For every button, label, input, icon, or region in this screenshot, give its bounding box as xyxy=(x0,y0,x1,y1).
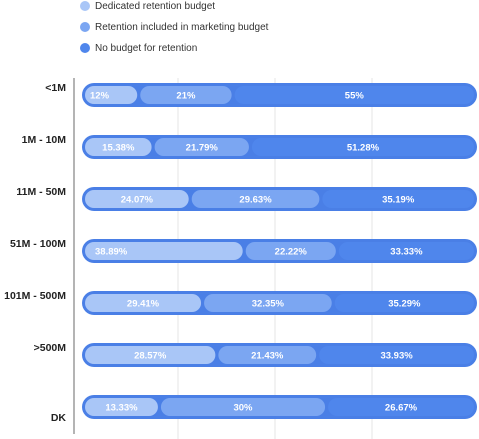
bar-segment xyxy=(234,86,474,104)
data-label: 22.22% xyxy=(275,247,308,258)
bar-segment xyxy=(251,138,474,156)
data-label: 35.29% xyxy=(388,299,421,310)
category-label: 1M - 10M xyxy=(22,134,67,146)
data-label: 24.07% xyxy=(121,195,154,206)
data-label: 21.43% xyxy=(251,351,284,362)
legend-label: Retention included in marketing budget xyxy=(95,22,269,33)
data-label: 21.79% xyxy=(186,143,219,154)
data-label: 35.19% xyxy=(382,195,415,206)
data-label: 32.35% xyxy=(252,299,285,310)
category-label: >500M xyxy=(34,342,67,354)
bar-segment xyxy=(191,190,320,208)
bar-segment xyxy=(338,242,474,260)
legend-item: No budget for retention xyxy=(80,42,268,63)
bar-segment xyxy=(218,346,317,364)
bar-segment xyxy=(85,138,152,156)
category-label: 11M - 50M xyxy=(16,186,66,198)
legend-swatch xyxy=(80,1,90,11)
bar-segment xyxy=(85,190,189,208)
data-label: 33.93% xyxy=(380,351,413,362)
data-label: 29.41% xyxy=(127,299,160,310)
bar-segment xyxy=(319,346,474,364)
data-label: 21% xyxy=(176,91,196,102)
data-label: 28.57% xyxy=(134,351,167,362)
bar-segment xyxy=(328,398,474,416)
bar-segment xyxy=(204,294,332,312)
bar-segment xyxy=(140,86,232,104)
bar-segment xyxy=(160,398,326,416)
bar-segment xyxy=(334,294,474,312)
bar-segment xyxy=(245,242,336,260)
bar-segment xyxy=(322,190,474,208)
category-label: DK xyxy=(51,412,67,424)
bar-segment xyxy=(85,398,158,416)
data-label: 26.67% xyxy=(385,403,418,414)
data-label: 13.33% xyxy=(105,403,138,414)
category-label: 101M - 500M xyxy=(4,290,66,302)
bar-segment xyxy=(85,86,138,104)
data-label: 29.63% xyxy=(239,195,272,206)
data-label: 30% xyxy=(233,403,253,414)
legend-label: Dedicated retention budget xyxy=(95,1,216,12)
data-label: 38.89% xyxy=(95,247,128,258)
legend-item: Retention included in marketing budget xyxy=(80,21,268,42)
legend-swatch xyxy=(80,22,90,32)
category-label: <1M xyxy=(45,82,66,94)
data-label: 15.38% xyxy=(102,143,135,154)
bar-segment xyxy=(154,138,249,156)
legend-label: No budget for retention xyxy=(95,43,198,54)
legend-item: Dedicated retention budget xyxy=(80,0,268,21)
data-label: 33.33% xyxy=(390,247,423,258)
bar-segment xyxy=(85,294,202,312)
bar-segment xyxy=(85,346,216,364)
category-label: 51M - 100M xyxy=(10,238,66,250)
bar-segment xyxy=(85,242,243,260)
data-label: 55% xyxy=(345,91,365,102)
data-label: 12% xyxy=(90,91,110,102)
legend: Dedicated retention budget Retention inc… xyxy=(80,0,268,63)
legend-swatch xyxy=(80,43,90,53)
data-label: 51.28% xyxy=(347,143,380,154)
